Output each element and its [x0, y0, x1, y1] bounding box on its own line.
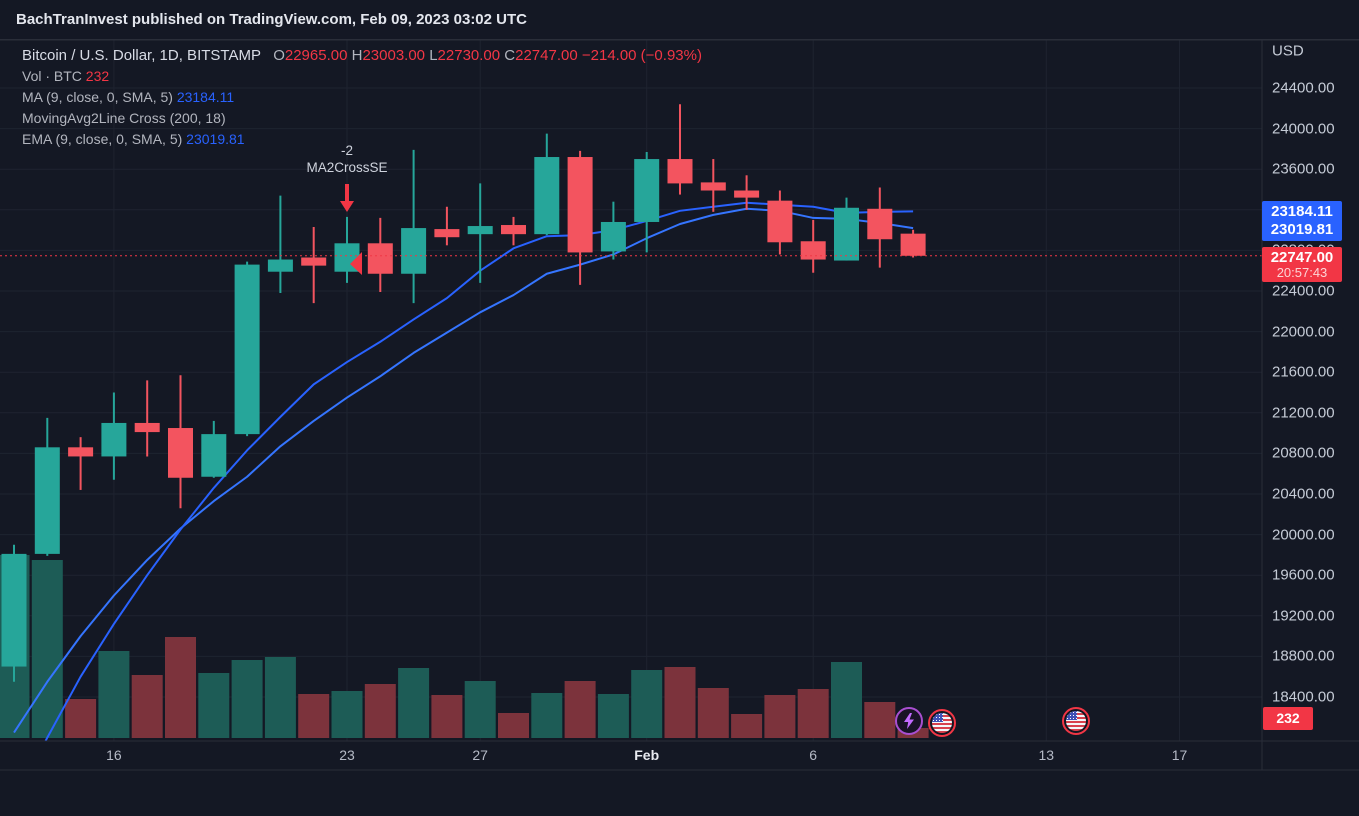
- price-tick-label: 22000.00: [1272, 323, 1335, 341]
- time-tick-label: 23: [339, 747, 355, 763]
- time-tick-label: Feb: [634, 747, 660, 763]
- crypto-event-lightning-icon[interactable]: [895, 707, 923, 735]
- price-tick-label: 22400.00: [1272, 282, 1335, 300]
- last-price-badge: 22747.00 20:57:43: [1262, 247, 1342, 282]
- symbol-title: Bitcoin / U.S. Dollar, 1D, BITSTAMP: [22, 47, 261, 64]
- legend-volume-row: Vol · BTC 232: [22, 68, 109, 84]
- us-economic-event-flag-icon[interactable]: [1062, 707, 1090, 735]
- signal-annotation-value: -2: [340, 143, 354, 158]
- ma-value: 23184.11: [176, 89, 235, 105]
- footer: TradingView: [0, 770, 1359, 816]
- ohlc-part: 22965.00: [284, 47, 348, 64]
- ma-badge-value: 23184.11: [1271, 203, 1333, 220]
- ema-value: 23019.81: [186, 131, 245, 147]
- last-price-value: 22747.00: [1270, 249, 1334, 266]
- price-tick-label: 20800.00: [1272, 444, 1335, 462]
- price-tick-label: 19600.00: [1272, 566, 1335, 584]
- time-tick-label: 16: [106, 747, 122, 763]
- ohlc-part: −214.00 (−0.93%): [577, 47, 702, 64]
- us-economic-event-flag-icon[interactable]: [928, 709, 956, 737]
- legend-symbol-row: Bitcoin / U.S. Dollar, 1D, BITSTAMP O229…: [22, 47, 702, 64]
- cross-label: MovingAvg2Line Cross (200, 18): [22, 110, 226, 126]
- ohlc-part: O: [273, 47, 285, 64]
- ma-ema-price-badge: 23184.11 23019.81: [1262, 201, 1342, 241]
- price-tick-label: 24400.00: [1272, 79, 1335, 97]
- price-tick-label: 21600.00: [1272, 363, 1335, 381]
- signal-annotation-name: MA2CrossSE: [306, 160, 388, 175]
- legend-ema-row: EMA (9, close, 0, SMA, 5) 23019.81: [22, 131, 245, 147]
- price-tick-label: 23600.00: [1272, 160, 1335, 178]
- price-tick-label: 18800.00: [1272, 647, 1335, 665]
- ohlc-part: 22747.00: [515, 47, 578, 64]
- price-axis-currency: USD: [1272, 42, 1304, 60]
- time-tick-label: 27: [472, 747, 488, 763]
- ohlc-part: C: [500, 47, 516, 64]
- time-tick-label: 6: [809, 747, 818, 763]
- time-tick-label: 17: [1171, 747, 1188, 763]
- publish-header: BachTranInvest published on TradingView.…: [0, 0, 1359, 40]
- volume-value: 232: [85, 68, 110, 84]
- us-flag: [1066, 711, 1086, 731]
- legend-cross-row: MovingAvg2Line Cross (200, 18): [22, 110, 226, 126]
- bar-countdown: 20:57:43: [1276, 265, 1328, 280]
- ma-label: MA (9, close, 0, SMA, 5): [22, 89, 173, 105]
- time-tick-label: 13: [1038, 747, 1055, 763]
- ohlc-part: 22730.00: [437, 47, 501, 64]
- publish-title: BachTranInvest published on TradingView.…: [16, 11, 527, 28]
- price-tick-label: 19200.00: [1272, 607, 1335, 625]
- ema-badge-value: 23019.81: [1270, 221, 1334, 238]
- ema-label: EMA (9, close, 0, SMA, 5): [22, 131, 183, 147]
- price-tick-label: 20400.00: [1272, 485, 1335, 503]
- price-tick-label: 21200.00: [1272, 404, 1335, 422]
- price-tick-label: 18400.00: [1272, 688, 1335, 706]
- volume-badge: 232: [1263, 707, 1313, 730]
- legend-ma-row: MA (9, close, 0, SMA, 5) 23184.11: [22, 89, 234, 105]
- ohlc-part: 23003.00: [362, 47, 426, 64]
- price-tick-label: 20000.00: [1272, 526, 1335, 544]
- ohlc-part: L: [425, 47, 438, 64]
- us-flag: [932, 713, 952, 733]
- ohlc-part: H: [347, 47, 363, 64]
- volume-label: Vol · BTC: [22, 68, 82, 84]
- price-tick-label: 24000.00: [1272, 120, 1335, 138]
- ohlc-values: O22965.00 H23003.00 L22730.00 C22747.00 …: [265, 47, 702, 64]
